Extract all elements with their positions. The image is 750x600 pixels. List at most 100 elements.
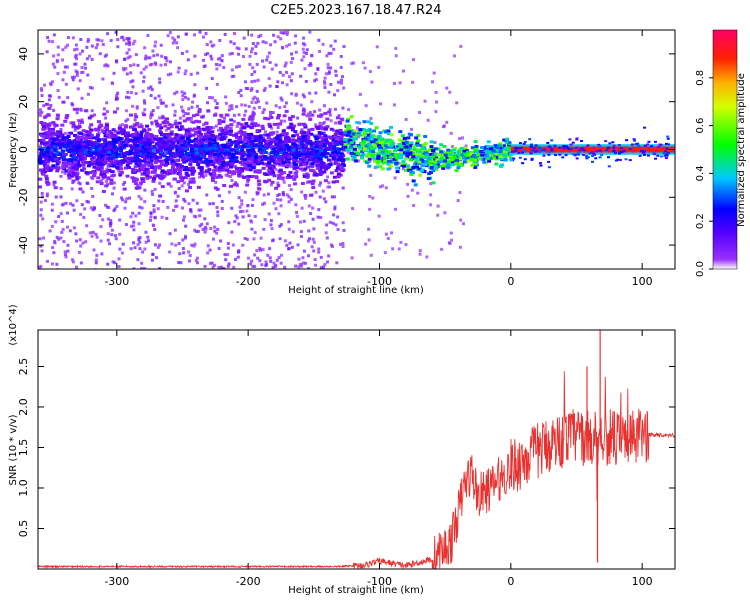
spectrogram-band-cell <box>281 149 286 153</box>
spectrogram-band-cell <box>377 152 382 156</box>
spectrogram-speckle <box>219 239 223 243</box>
spectrogram-band-cell <box>137 136 142 140</box>
spectrogram-band-cell <box>189 144 194 148</box>
spectrogram-speckle <box>204 173 208 177</box>
spectrogram-speckle <box>149 116 153 120</box>
spectrogram-band-cell <box>189 147 194 151</box>
spectrogram-band-cell <box>190 154 195 158</box>
spectrogram-speckle <box>246 204 250 208</box>
spectrogram-band-cell <box>171 144 176 148</box>
spectrogram-band-cell <box>103 139 108 143</box>
spectrogram-band-cell <box>315 166 320 170</box>
spectrogram-band-cell <box>179 175 184 179</box>
spectrogram-band-cell <box>149 155 154 159</box>
spectrogram-speckle <box>163 151 167 155</box>
spectrogram-band-cell <box>266 117 271 121</box>
spectrogram-band-cell <box>454 161 459 165</box>
spectrogram-speckle <box>90 234 94 238</box>
spectrogram-speckle <box>208 261 212 265</box>
spectrogram-band-cell <box>386 152 391 156</box>
spectrogram-speckle <box>307 204 311 208</box>
spectrogram-band-cell <box>210 135 215 139</box>
spectrogram-speckle <box>218 63 222 67</box>
spectrogram-speckle <box>434 90 438 94</box>
spectrogram-band-cell <box>56 166 61 170</box>
spectrogram-band-cell <box>75 166 80 170</box>
spectrogram-speckle <box>52 33 56 37</box>
spectrogram-speckle <box>283 105 287 109</box>
spectrogram-speckle <box>269 259 273 263</box>
spectrogram-band-cell <box>318 142 323 146</box>
spectrogram-speckle <box>134 92 138 96</box>
spectrogram-speckle <box>205 86 209 90</box>
spectrogram-speckle <box>329 51 333 55</box>
spectrogram-speckle <box>140 261 144 265</box>
spectrogram-speckle <box>142 75 146 79</box>
spectrogram-band-cell <box>207 137 212 141</box>
spectrogram-speckle <box>274 63 278 67</box>
spectrogram-speckle <box>392 103 396 107</box>
spectrogram-speckle <box>322 80 326 84</box>
spectrogram-band-cell <box>229 123 234 127</box>
spectrogram-band-cell <box>69 170 74 174</box>
spectrogram-speckle <box>43 83 47 87</box>
spectrogram-speckle <box>435 100 439 104</box>
spectrogram-speckle <box>280 81 284 85</box>
spectrogram-band-cell <box>314 142 319 146</box>
spectrogram-speckle <box>203 230 207 234</box>
spectrogram-band-cell <box>198 133 203 137</box>
spectrogram-band-cell <box>105 133 110 137</box>
spectrogram-band-cell <box>92 143 97 147</box>
spectrogram-band-cell <box>464 153 469 157</box>
spectrogram-band-cell <box>291 148 296 152</box>
spectrogram-speckle <box>282 180 286 184</box>
spectrogram-band-cell <box>398 143 403 147</box>
spectrogram-band-cell <box>167 171 172 175</box>
spectrogram-band-cell <box>336 140 341 144</box>
spectrogram-band-cell <box>367 164 372 168</box>
spectrogram-speckle <box>108 242 112 246</box>
spectrogram-speckle <box>423 99 427 103</box>
spectrogram-speckle <box>77 250 81 254</box>
spectrogram-band-cell <box>114 160 119 164</box>
spectrogram-band-cell <box>64 164 69 168</box>
spectrogram-band-cell <box>159 177 164 181</box>
spectrogram-speckle <box>302 219 306 223</box>
spectrogram-speckle <box>393 176 397 180</box>
spectrogram-band-cell <box>297 135 302 139</box>
spectrogram-band-cell <box>502 148 507 152</box>
spectrogram-band-cell <box>303 134 308 138</box>
spectrogram-speckle <box>71 36 75 40</box>
spectrogram-band-cell <box>389 125 394 129</box>
spectrogram-band-cell <box>328 136 333 140</box>
spectrogram-speckle <box>390 231 394 235</box>
spectrogram-band-cell <box>225 168 230 172</box>
spectrogram-band-cell <box>246 145 251 149</box>
spectrogram-speckle <box>318 49 322 53</box>
spectrogram-band-cell <box>129 113 134 117</box>
spectrogram-speckle <box>317 247 321 251</box>
spectrogram-band-cell <box>367 157 372 161</box>
spectrogram-band-cell <box>316 160 321 164</box>
spectrogram-band-cell <box>109 157 114 161</box>
spectrogram-band-cell <box>443 151 448 155</box>
spectrogram-speckle <box>337 80 341 84</box>
spectrogram-band-cell <box>409 144 414 148</box>
spectrogram-speckle <box>232 42 236 46</box>
spectrogram-band-cell <box>52 153 57 157</box>
spectrogram-band-cell <box>305 150 310 154</box>
spectrogram-speckle <box>276 194 280 198</box>
spectrogram-speckle <box>93 148 97 152</box>
spectrogram-speckle <box>270 126 274 130</box>
spectrogram-speckle <box>125 51 129 55</box>
spectrogram-speckle <box>326 66 330 70</box>
spectrogram-band-cell <box>262 147 267 151</box>
spectrogram-speckle <box>166 73 170 77</box>
spectrogram-band-cell <box>180 142 185 146</box>
spectrogram-speckle <box>346 150 350 154</box>
spectrogram-speckle <box>137 211 141 215</box>
spectrogram-band-cell <box>213 147 218 151</box>
spectrogram-speckle <box>317 38 321 42</box>
spectrogram-band-cell <box>266 156 271 160</box>
spectrogram-band-cell <box>212 143 217 147</box>
